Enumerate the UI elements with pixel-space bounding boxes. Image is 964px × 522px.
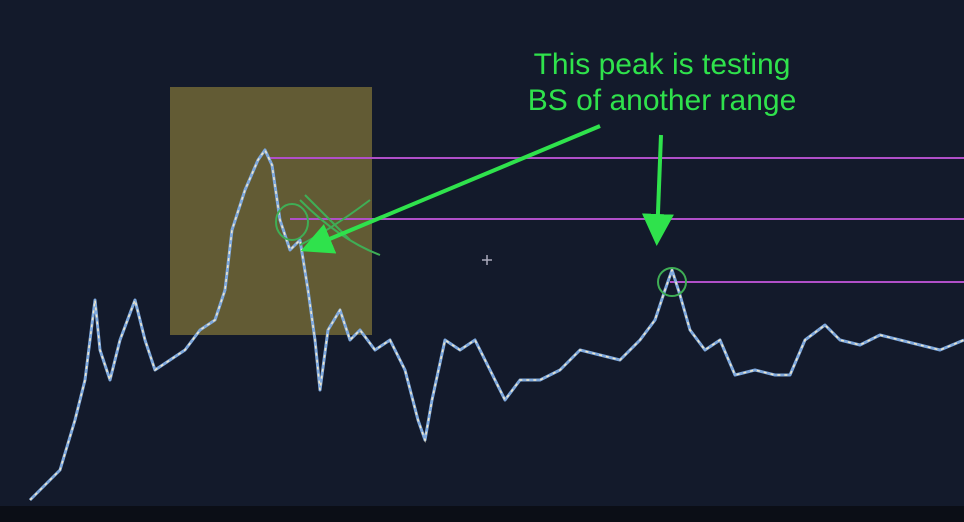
crosshair bbox=[482, 255, 492, 265]
annotation-line: This peak is testing bbox=[534, 48, 791, 81]
price-line-highlight bbox=[29, 148, 964, 501]
highlight-range bbox=[170, 87, 372, 335]
scribble-circle bbox=[275, 203, 309, 241]
annotation-line: BS of another range bbox=[528, 84, 797, 117]
caption-band bbox=[0, 506, 964, 522]
scribble-circle bbox=[657, 267, 687, 297]
arrow bbox=[300, 124, 601, 254]
arrow bbox=[641, 134, 674, 246]
